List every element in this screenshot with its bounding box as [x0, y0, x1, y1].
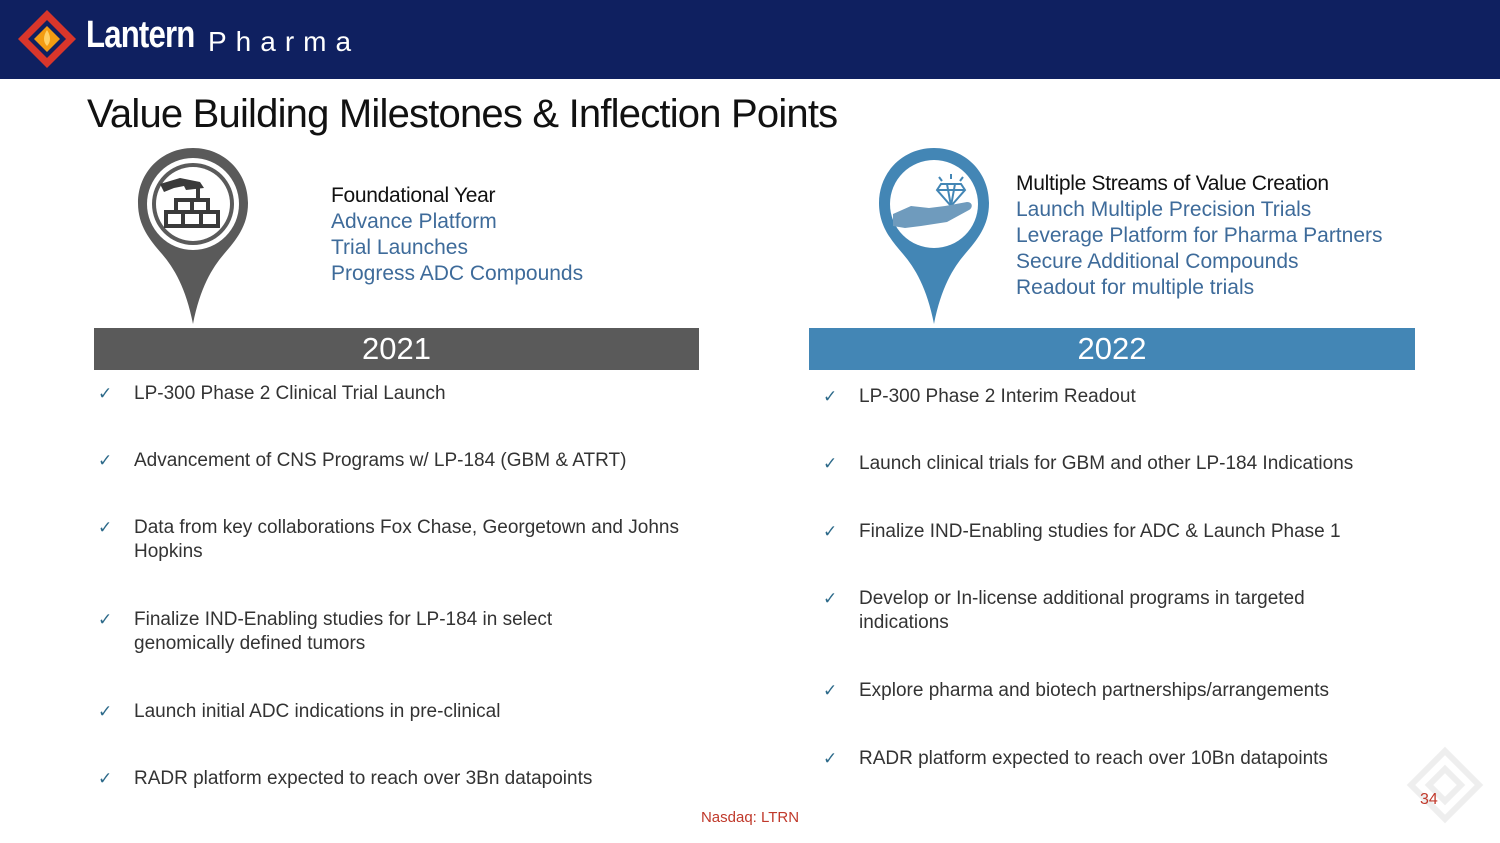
checkmark-icon: ✓	[98, 702, 113, 721]
lantern-logo-icon	[18, 10, 76, 68]
list-item: ✓ RADR platform expected to reach over 3…	[98, 767, 698, 791]
hand-with-diamond-icon	[879, 148, 989, 324]
brand-subtitle: Pharma	[208, 26, 361, 57]
checkmark-icon: ✓	[98, 384, 113, 403]
milestone-text: RADR platform expected to reach over 10B…	[859, 748, 1328, 769]
milestone-text: Develop or In-license additional program…	[859, 588, 1305, 633]
list-item: ✓ RADR platform expected to reach over 1…	[823, 747, 1423, 771]
hand-with-bricks-icon	[138, 148, 248, 324]
year-2022-banner: 2022	[809, 328, 1415, 370]
watermark-logo-icon	[1406, 746, 1484, 824]
milestone-text: Finalize IND-Enabling studies for ADC & …	[859, 521, 1341, 542]
header-bar: Lantern Pharma	[0, 0, 1500, 79]
list-item: ✓ Advancement of CNS Programs w/ LP-184 …	[98, 449, 698, 473]
list-item: ✓ LP-300 Phase 2 Interim Readout	[823, 385, 1423, 409]
page-number: 34	[1420, 791, 1438, 808]
list-item: ✓ Data from key collaborations Fox Chase…	[98, 516, 698, 564]
list-item: ✓ Develop or In-license additional progr…	[823, 587, 1423, 635]
milestone-text: Explore pharma and biotech partnerships/…	[859, 680, 1329, 701]
year-2021-banner: 2021	[94, 328, 699, 370]
streams-2022-title: Multiple Streams of Value Creation	[1016, 172, 1329, 195]
milestone-text: Finalize IND-Enabling studies for LP-184…	[134, 609, 553, 654]
checkmark-icon: ✓	[823, 387, 838, 406]
streams-2022-item: Launch Multiple Precision Trials	[1016, 198, 1312, 221]
streams-2021-title: Foundational Year	[331, 184, 496, 207]
list-item: ✓ LP-300 Phase 2 Clinical Trial Launch	[98, 382, 698, 406]
checkmark-icon: ✓	[98, 451, 113, 470]
list-item: ✓ Launch initial ADC indications in pre-…	[98, 700, 698, 724]
brand-name: Lantern	[86, 14, 195, 56]
list-item: ✓ Explore pharma and biotech partnership…	[823, 679, 1423, 703]
streams-2022: Multiple Streams of Value Creation Launc…	[1016, 171, 1383, 301]
milestone-text: Advancement of CNS Programs w/ LP-184 (G…	[134, 450, 627, 471]
list-item: ✓ Finalize IND-Enabling studies for LP-1…	[98, 608, 698, 656]
list-item: ✓ Finalize IND-Enabling studies for ADC …	[823, 520, 1423, 544]
milestone-text: LP-300 Phase 2 Interim Readout	[859, 386, 1136, 407]
streams-2022-item: Readout for multiple trials	[1016, 276, 1255, 299]
checkmark-icon: ✓	[98, 610, 113, 629]
milestone-text: LP-300 Phase 2 Clinical Trial Launch	[134, 383, 446, 404]
streams-2022-item: Leverage Platform for Pharma Partners	[1016, 224, 1383, 247]
list-item: ✓ Launch clinical trials for GBM and oth…	[823, 452, 1423, 476]
milestone-text: Data from key collaborations Fox Chase, …	[134, 517, 679, 562]
brand-wordmark: Lantern Pharma	[86, 14, 351, 57]
milestone-text: RADR platform expected to reach over 3Bn…	[134, 768, 593, 789]
streams-2021-item: Advance Platform	[331, 210, 497, 233]
streams-2022-item: Secure Additional Compounds	[1016, 250, 1299, 273]
milestone-text: Launch initial ADC indications in pre-cl…	[134, 701, 501, 722]
checkmark-icon: ✓	[823, 681, 838, 700]
streams-2021-item: Progress ADC Compounds	[331, 262, 584, 285]
streams-2021: Foundational Year Advance Platform Trial…	[331, 183, 583, 287]
checkmark-icon: ✓	[98, 769, 113, 788]
checkmark-icon: ✓	[98, 518, 113, 537]
milestone-text: Launch clinical trials for GBM and other…	[859, 453, 1354, 474]
footer-ticker: Nasdaq: LTRN	[700, 809, 800, 826]
checkmark-icon: ✓	[823, 454, 838, 473]
checkmark-icon: ✓	[823, 589, 838, 608]
checkmark-icon: ✓	[823, 749, 838, 768]
page-title: Value Building Milestones & Inflection P…	[87, 92, 838, 136]
checkmark-icon: ✓	[823, 522, 838, 541]
streams-2021-item: Trial Launches	[331, 236, 468, 259]
